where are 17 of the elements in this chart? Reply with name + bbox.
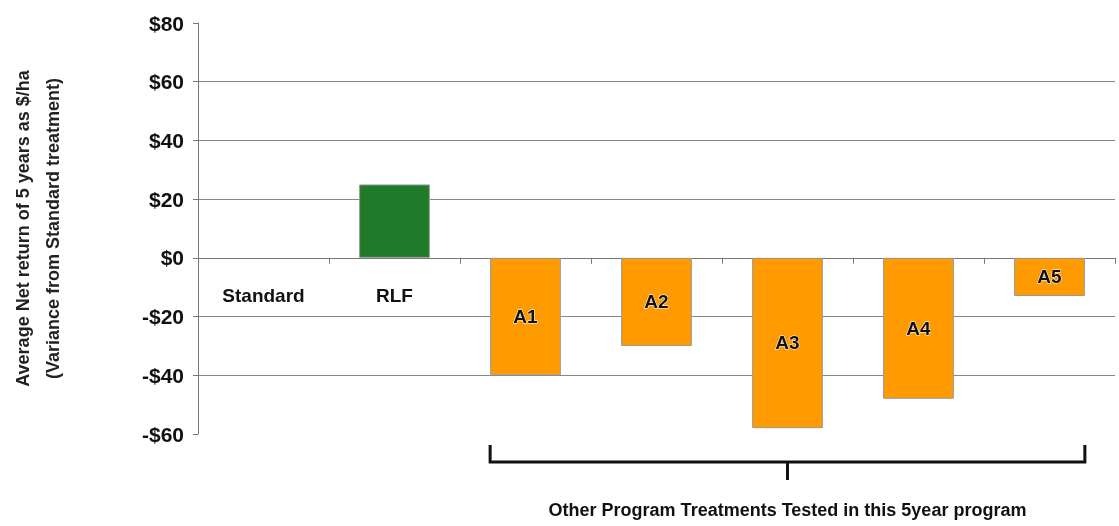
x-tick-label: RLF <box>376 284 413 306</box>
x-tick-label: Standard <box>222 284 305 306</box>
y-tick-label: -$60 <box>141 422 184 446</box>
y-tick-label: $40 <box>148 128 184 152</box>
y-tick-label: $80 <box>148 11 184 35</box>
x-tick-label: A3 <box>775 332 800 354</box>
y-tick-label: -$40 <box>141 363 184 387</box>
y-tick-label: $60 <box>148 70 184 94</box>
x-tick-label: A4 <box>906 317 932 339</box>
x-tick-label: A1 <box>513 306 539 328</box>
x-tick-label: A5 <box>1037 266 1063 288</box>
x-tick-label: A2 <box>644 291 669 313</box>
y-tick-label: -$20 <box>141 305 184 329</box>
y-tick-label: $20 <box>148 187 184 211</box>
text: Other Program Treatments Tested in this 5year program <box>548 500 1027 521</box>
y-tick-label: $0 <box>160 246 184 270</box>
y-axis-title: Average Net return of 5 years as $/ha (Variance from Standard treatment) <box>13 69 63 387</box>
